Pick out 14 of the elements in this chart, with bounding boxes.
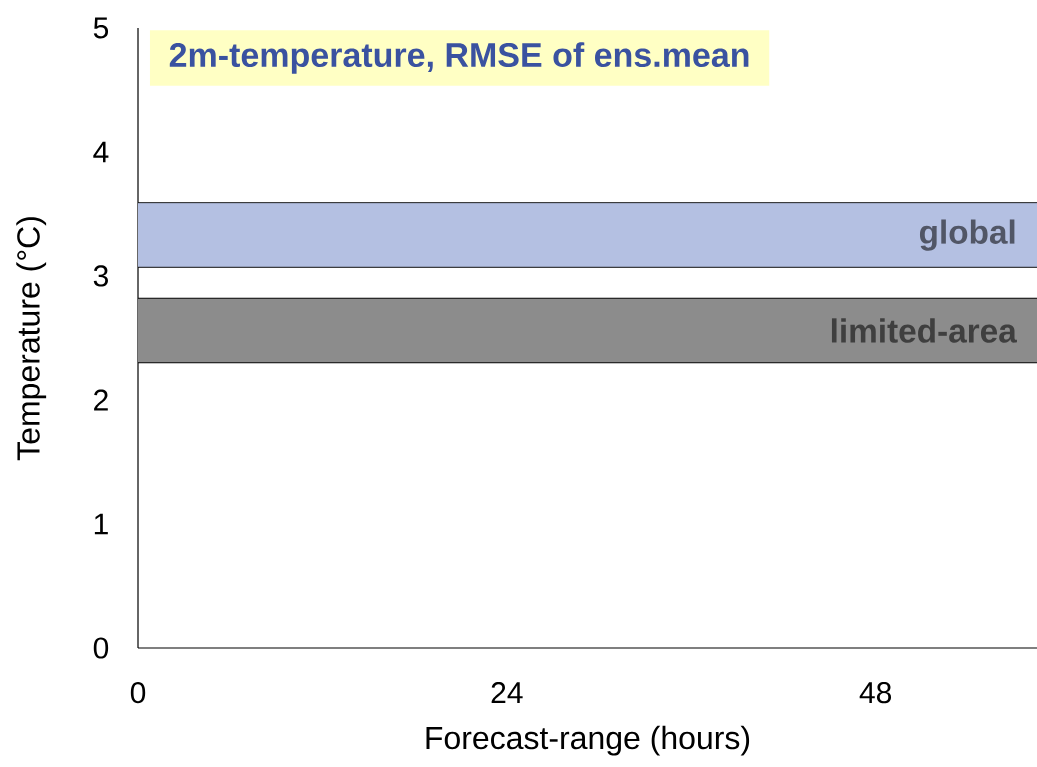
x-axis-title: Forecast-range (hours) xyxy=(426,725,750,756)
y-axis-title: Temperature (°C) xyxy=(16,217,47,461)
y-tick-label: 1 xyxy=(94,513,108,535)
y-tick-label: 4 xyxy=(93,141,109,163)
y-tick-label: 0 xyxy=(93,637,109,659)
chart-title: 2m-temperature, RMSE of ens.mean xyxy=(169,42,749,74)
x-tick-label: 24 xyxy=(491,682,523,703)
y-tick-label: 5 xyxy=(93,17,109,39)
band-label: global xyxy=(919,219,1015,251)
y-tick-label: 3 xyxy=(93,265,108,287)
band-label: limited-area xyxy=(831,318,1017,343)
x-tick-label: 48 xyxy=(859,682,892,704)
y-tick-label: 2 xyxy=(94,389,108,411)
x-tick-label: 0 xyxy=(130,682,146,704)
